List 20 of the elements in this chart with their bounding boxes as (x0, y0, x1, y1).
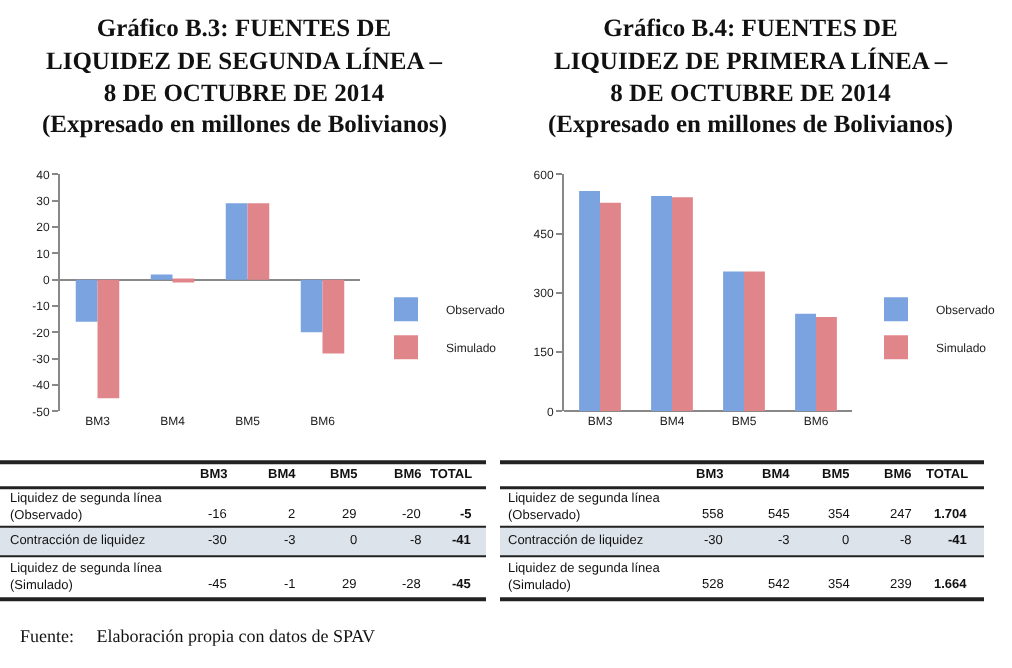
chart-subtitle: (Expresado en millones de Bolivianos) (42, 110, 448, 138)
chart-title: Gráfico B.4: FUENTES DE LIQUIDEZ DE PRIMERA LÍNEA – 8 DE OCTUBRE DE 2014 (554, 14, 949, 107)
bar (225, 203, 248, 280)
bar (723, 271, 744, 412)
bar (247, 203, 270, 280)
bar (816, 316, 837, 412)
bar (150, 274, 173, 280)
bar (579, 190, 600, 412)
bar (322, 279, 345, 354)
source-note: Fuente: Elaboración propia con datos de SPAV (20, 626, 376, 646)
bar (600, 202, 621, 412)
bar (300, 279, 323, 333)
bar (744, 271, 765, 412)
bar (75, 279, 98, 322)
bar (795, 313, 816, 412)
chart-subtitle: (Expresado en millones de Bolivianos) (548, 110, 954, 138)
bar (651, 196, 672, 412)
bar (97, 279, 120, 399)
bar (672, 197, 693, 412)
chart-title: Gráfico B.3: FUENTES DE LIQUIDEZ DE SEGUNDA LÍNEA – 8 DE OCTUBRE DE 2014 (46, 14, 444, 107)
